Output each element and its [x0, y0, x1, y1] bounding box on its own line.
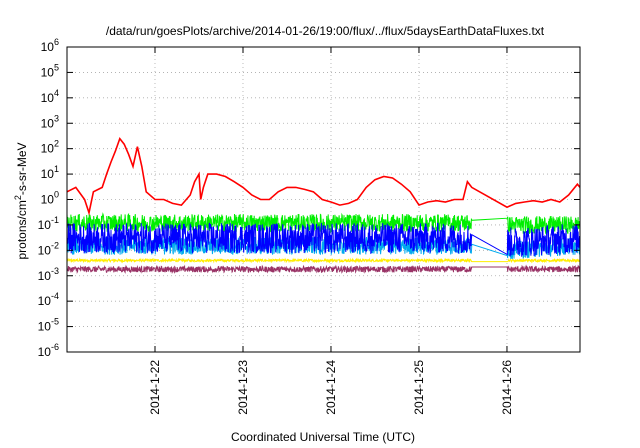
series-line — [66, 222, 581, 257]
y-tick-label: 10-5 — [38, 317, 59, 334]
y-axis: 10-6 10-5 10-4 10-3 10-2 10-1 100 101 102 103 104 1… — [38, 37, 580, 359]
x-tick-label: 2014-1-22 — [148, 360, 162, 415]
series-group — [66, 136, 581, 274]
y-axis-title-sup: 2 — [13, 195, 23, 200]
x-axis: 2014-1-22 2014-1-23 2014-1-24 2014-1-25 2014… — [148, 47, 514, 415]
y-tick-label: 104 — [41, 88, 59, 105]
x-tick-label: 2014-1-25 — [412, 360, 426, 415]
y-axis-title-base: protons/cm — [15, 200, 29, 259]
series-line — [66, 264, 581, 274]
x-tick-label: 2014-1-23 — [236, 360, 250, 415]
y-tick-label: 10-3 — [38, 266, 59, 283]
y-tick-label: 10-6 — [38, 342, 59, 359]
series-line — [66, 136, 581, 216]
x-axis-title: Coordinated Universal Time (UTC) — [231, 430, 415, 444]
y-tick-label: 106 — [41, 37, 59, 54]
series-line — [66, 257, 581, 264]
chart-title: /data/run/goesPlots/archive/2014-01-26/1… — [106, 24, 545, 38]
y-tick-label: 10-1 — [38, 215, 59, 232]
y-tick-label: 100 — [41, 190, 59, 207]
y-axis-title: protons/cm2-s-sr-MeV — [13, 142, 29, 259]
x-tick-label: 2014-1-24 — [324, 360, 338, 415]
y-tick-label: 103 — [41, 113, 59, 130]
y-tick-label: 10-4 — [38, 291, 59, 308]
y-tick-label: 10-2 — [38, 240, 59, 257]
y-tick-label: 101 — [41, 164, 59, 181]
y-axis-title-rest: -s-sr-MeV — [15, 142, 29, 195]
x-tick-label: 2014-1-26 — [500, 360, 514, 415]
y-tick-label: 105 — [41, 62, 59, 79]
y-tick-label: 102 — [41, 139, 59, 156]
